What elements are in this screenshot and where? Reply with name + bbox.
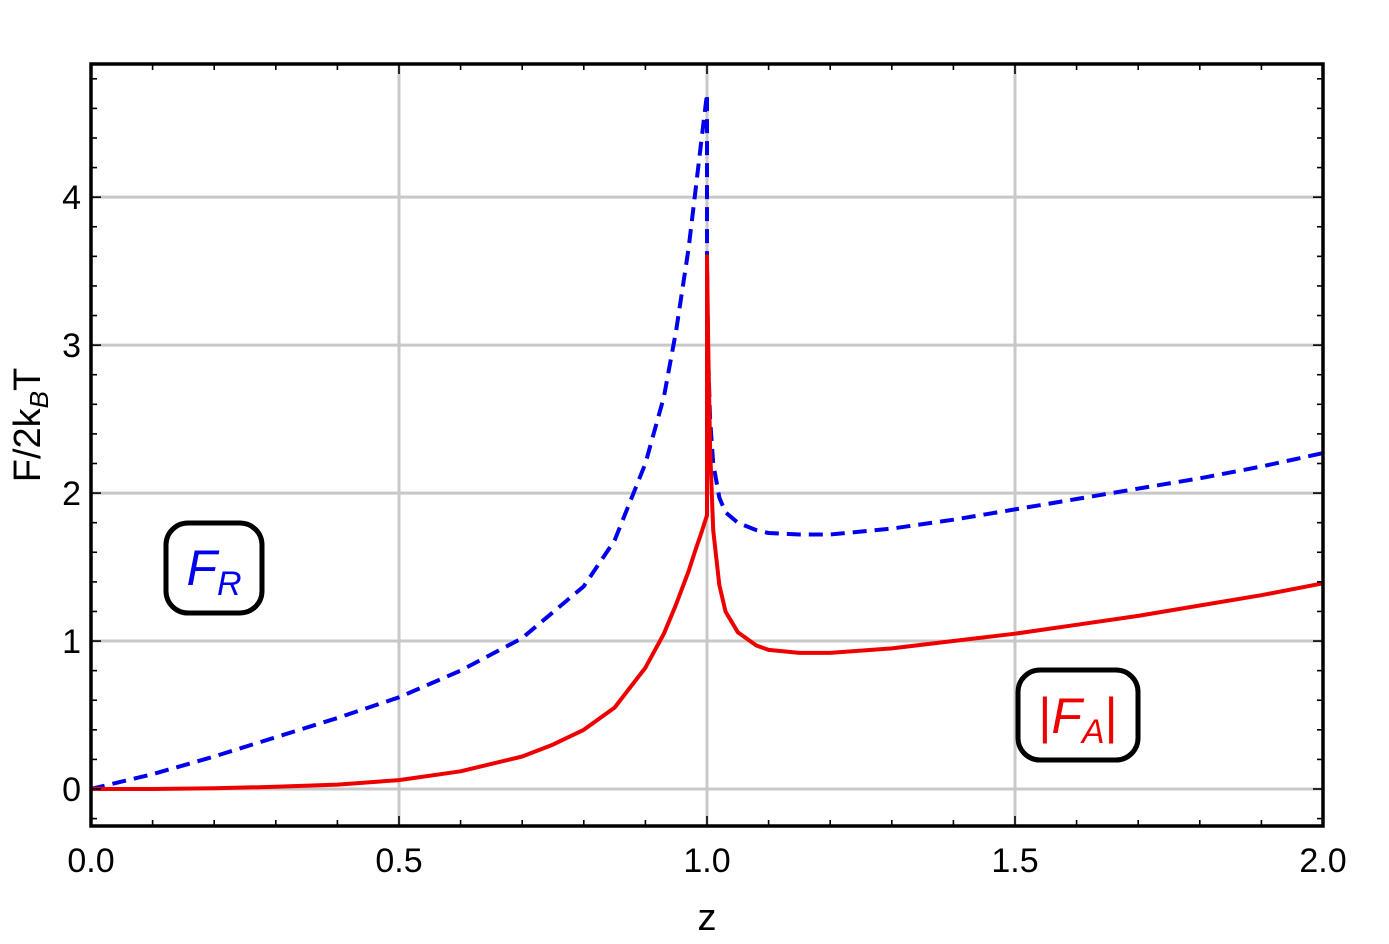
legend-fa-label: |FA| [1038, 688, 1117, 751]
legend-fa: |FA| [1015, 667, 1141, 763]
series-layer [90, 91, 1324, 791]
legend-fr-box [163, 520, 265, 616]
x-tick-label: 1.0 [683, 842, 730, 880]
y-tick-labels: 0 1 2 3 4 [62, 179, 81, 809]
y-axis-label-subscript: B [24, 391, 54, 408]
y-axis-label: F/2kBT [7, 368, 54, 482]
x-axis-label: z [698, 897, 717, 939]
x-tick-labels: 0.0 0.5 1.0 1.5 2.0 [67, 842, 1346, 880]
y-tick-label: 3 [62, 327, 81, 365]
tick-marks [90, 64, 1324, 826]
series-fr-line [90, 91, 1324, 791]
series-fa-line [91, 254, 1324, 791]
y-tick-label: 1 [62, 623, 81, 661]
y-tick-label: 2 [62, 475, 81, 513]
y-tick-label: 0 [62, 771, 81, 809]
legend-fr: FR [163, 520, 265, 616]
legend-fa-suffix: | [1105, 688, 1118, 744]
y-axis-label-main: F/2k [7, 407, 49, 482]
x-tick-label: 2.0 [1299, 842, 1346, 880]
legend-fa-prefix: | [1038, 688, 1051, 744]
legend-fa-box [1015, 667, 1141, 763]
y-axis-label-tail: T [7, 368, 49, 391]
x-tick-label: 1.5 [991, 842, 1038, 880]
x-tick-label: 0.0 [67, 842, 114, 880]
legend-fa-subscript: A [1080, 713, 1105, 751]
legend-fr-subscript: R [217, 565, 242, 603]
legend-fr-main: F [186, 540, 219, 596]
legend-fr-label: FR [186, 540, 241, 603]
y-tick-label: 4 [62, 179, 81, 217]
x-tick-label: 0.5 [375, 842, 422, 880]
legend-fa-main: F [1051, 688, 1084, 744]
